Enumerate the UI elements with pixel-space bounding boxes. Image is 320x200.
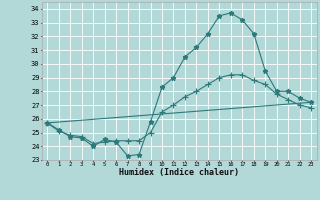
- X-axis label: Humidex (Indice chaleur): Humidex (Indice chaleur): [119, 168, 239, 177]
